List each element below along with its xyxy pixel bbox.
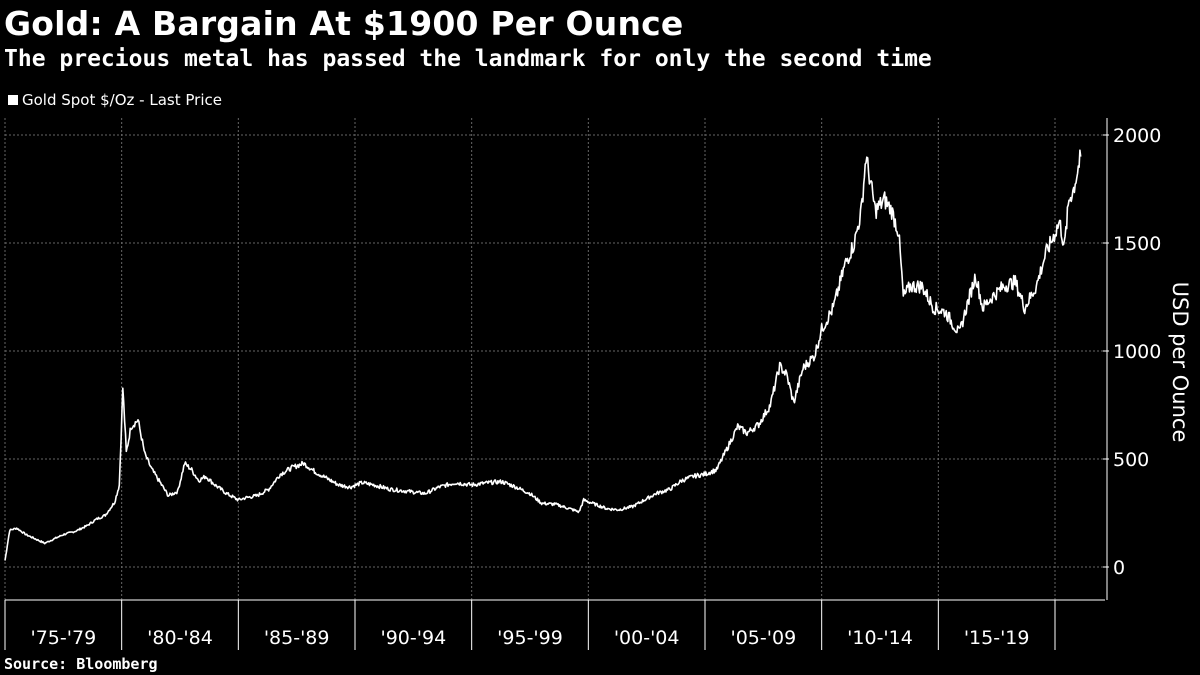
legend-swatch <box>8 95 18 105</box>
y-tick-label: 1500 <box>1113 233 1161 255</box>
y-axis-label: USD per Ounce <box>1168 282 1192 443</box>
x-tick-label: '00-'04 <box>614 627 680 649</box>
x-tick-label: '05-'09 <box>731 627 797 649</box>
y-tick-label: 0 <box>1113 557 1125 579</box>
source-note: Source: Bloomberg <box>4 655 158 673</box>
y-tick-label: 500 <box>1113 449 1149 471</box>
x-tick-label: '75-'79 <box>31 627 97 649</box>
y-tick-label: 2000 <box>1113 125 1161 147</box>
x-tick-label: '15-'19 <box>964 627 1030 649</box>
x-tick-label: '85-'89 <box>264 627 330 649</box>
grid <box>4 118 1105 600</box>
x-tick-label: '10-'14 <box>847 627 913 649</box>
series-line-0 <box>4 149 1082 561</box>
legend-label: Gold Spot $/Oz - Last Price <box>22 91 222 109</box>
x-tick-label: '90-'94 <box>381 627 447 649</box>
legend: Gold Spot $/Oz - Last Price <box>8 91 222 109</box>
x-tick-label: '80-'84 <box>147 627 213 649</box>
chart-title: Gold: A Bargain At $1900 Per Ounce <box>4 4 684 43</box>
x-tick-label: '95-'99 <box>497 627 563 649</box>
chart-subtitle: The precious metal has passed the landma… <box>4 46 932 72</box>
axes: 0 500 1000 1500 2000 '75-'79 '80-'84 '85-'89 '90… <box>4 118 1161 650</box>
series <box>4 149 1082 561</box>
y-tick-label: 1000 <box>1113 341 1161 363</box>
